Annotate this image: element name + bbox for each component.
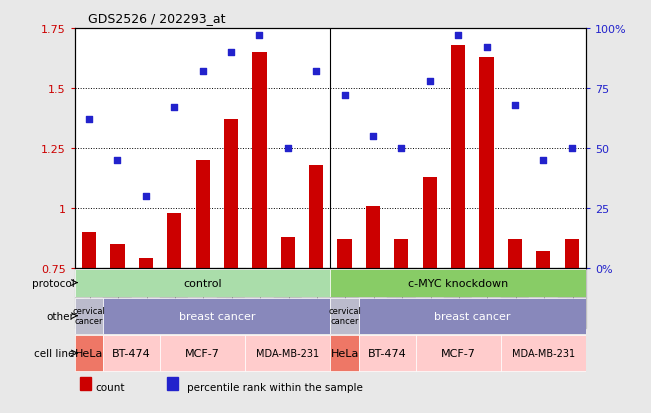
Bar [330, 298, 359, 334]
Point [339, 93, 350, 99]
Bar [132, 268, 160, 328]
Bar [167, 214, 182, 268]
Bar [75, 268, 104, 328]
Bar [253, 53, 266, 268]
Point [311, 69, 322, 75]
Bar [422, 178, 437, 268]
Bar [75, 298, 104, 334]
Bar [473, 268, 501, 328]
Point [226, 50, 236, 56]
Text: MCF-7: MCF-7 [185, 348, 220, 358]
Text: cell line: cell line [34, 348, 74, 358]
Bar [104, 268, 132, 328]
Text: BT-474: BT-474 [368, 348, 406, 358]
Text: MDA-MB-231: MDA-MB-231 [256, 348, 320, 358]
Text: control: control [184, 278, 222, 288]
Bar [111, 244, 124, 268]
Bar [195, 161, 210, 268]
Bar [479, 58, 493, 268]
Bar [80, 377, 92, 390]
Bar [104, 335, 160, 371]
Point [368, 133, 378, 140]
Bar [160, 268, 188, 328]
Bar [281, 237, 295, 268]
Bar [139, 259, 153, 268]
Point [197, 69, 208, 75]
Bar [564, 240, 579, 268]
Text: other: other [46, 311, 74, 321]
Text: BT-474: BT-474 [112, 348, 151, 358]
Point [566, 145, 577, 152]
Bar [217, 268, 245, 328]
Bar [337, 240, 352, 268]
Point [112, 157, 122, 164]
Bar [415, 268, 444, 328]
Bar [444, 268, 473, 328]
Point [510, 102, 520, 109]
Text: count: count [95, 382, 125, 392]
Point [453, 33, 464, 39]
Bar [387, 268, 415, 328]
Point [283, 145, 293, 152]
Bar [273, 268, 302, 328]
Bar [359, 298, 586, 334]
Bar [188, 268, 217, 328]
Point [424, 78, 435, 85]
Bar [330, 335, 359, 371]
Text: protocol: protocol [31, 278, 74, 288]
Bar [224, 120, 238, 268]
Text: GDS2526 / 202293_at: GDS2526 / 202293_at [88, 12, 225, 25]
Bar [501, 335, 586, 371]
Text: breast cancer: breast cancer [178, 311, 255, 321]
Point [254, 33, 264, 39]
Bar [245, 268, 273, 328]
Bar [75, 335, 104, 371]
Point [141, 193, 151, 200]
Text: cervical
cancer: cervical cancer [328, 306, 361, 325]
Bar [245, 335, 330, 371]
Bar [302, 268, 330, 328]
Bar [557, 268, 586, 328]
Bar [508, 240, 522, 268]
Text: HeLa: HeLa [75, 348, 104, 358]
Text: cervical
cancer: cervical cancer [73, 306, 105, 325]
Bar [309, 166, 324, 268]
Point [169, 104, 180, 111]
Bar [167, 377, 178, 390]
Bar [160, 335, 245, 371]
Bar [82, 233, 96, 268]
Point [538, 157, 549, 164]
Text: percentile rank within the sample: percentile rank within the sample [187, 382, 363, 392]
Bar [75, 269, 330, 297]
Text: c-MYC knockdown: c-MYC knockdown [408, 278, 508, 288]
Bar [359, 335, 415, 371]
Bar [330, 269, 586, 297]
Point [84, 116, 94, 123]
Bar [395, 240, 408, 268]
Bar [415, 335, 501, 371]
Bar [359, 268, 387, 328]
Bar [330, 268, 359, 328]
Bar [536, 252, 550, 268]
Point [481, 45, 492, 51]
Point [396, 145, 407, 152]
Bar [104, 298, 330, 334]
Bar [451, 46, 465, 268]
Bar [529, 268, 557, 328]
Bar [366, 206, 380, 268]
Text: HeLa: HeLa [331, 348, 359, 358]
Bar [501, 268, 529, 328]
Text: MCF-7: MCF-7 [441, 348, 476, 358]
Text: MDA-MB-231: MDA-MB-231 [512, 348, 575, 358]
Text: breast cancer: breast cancer [434, 311, 510, 321]
